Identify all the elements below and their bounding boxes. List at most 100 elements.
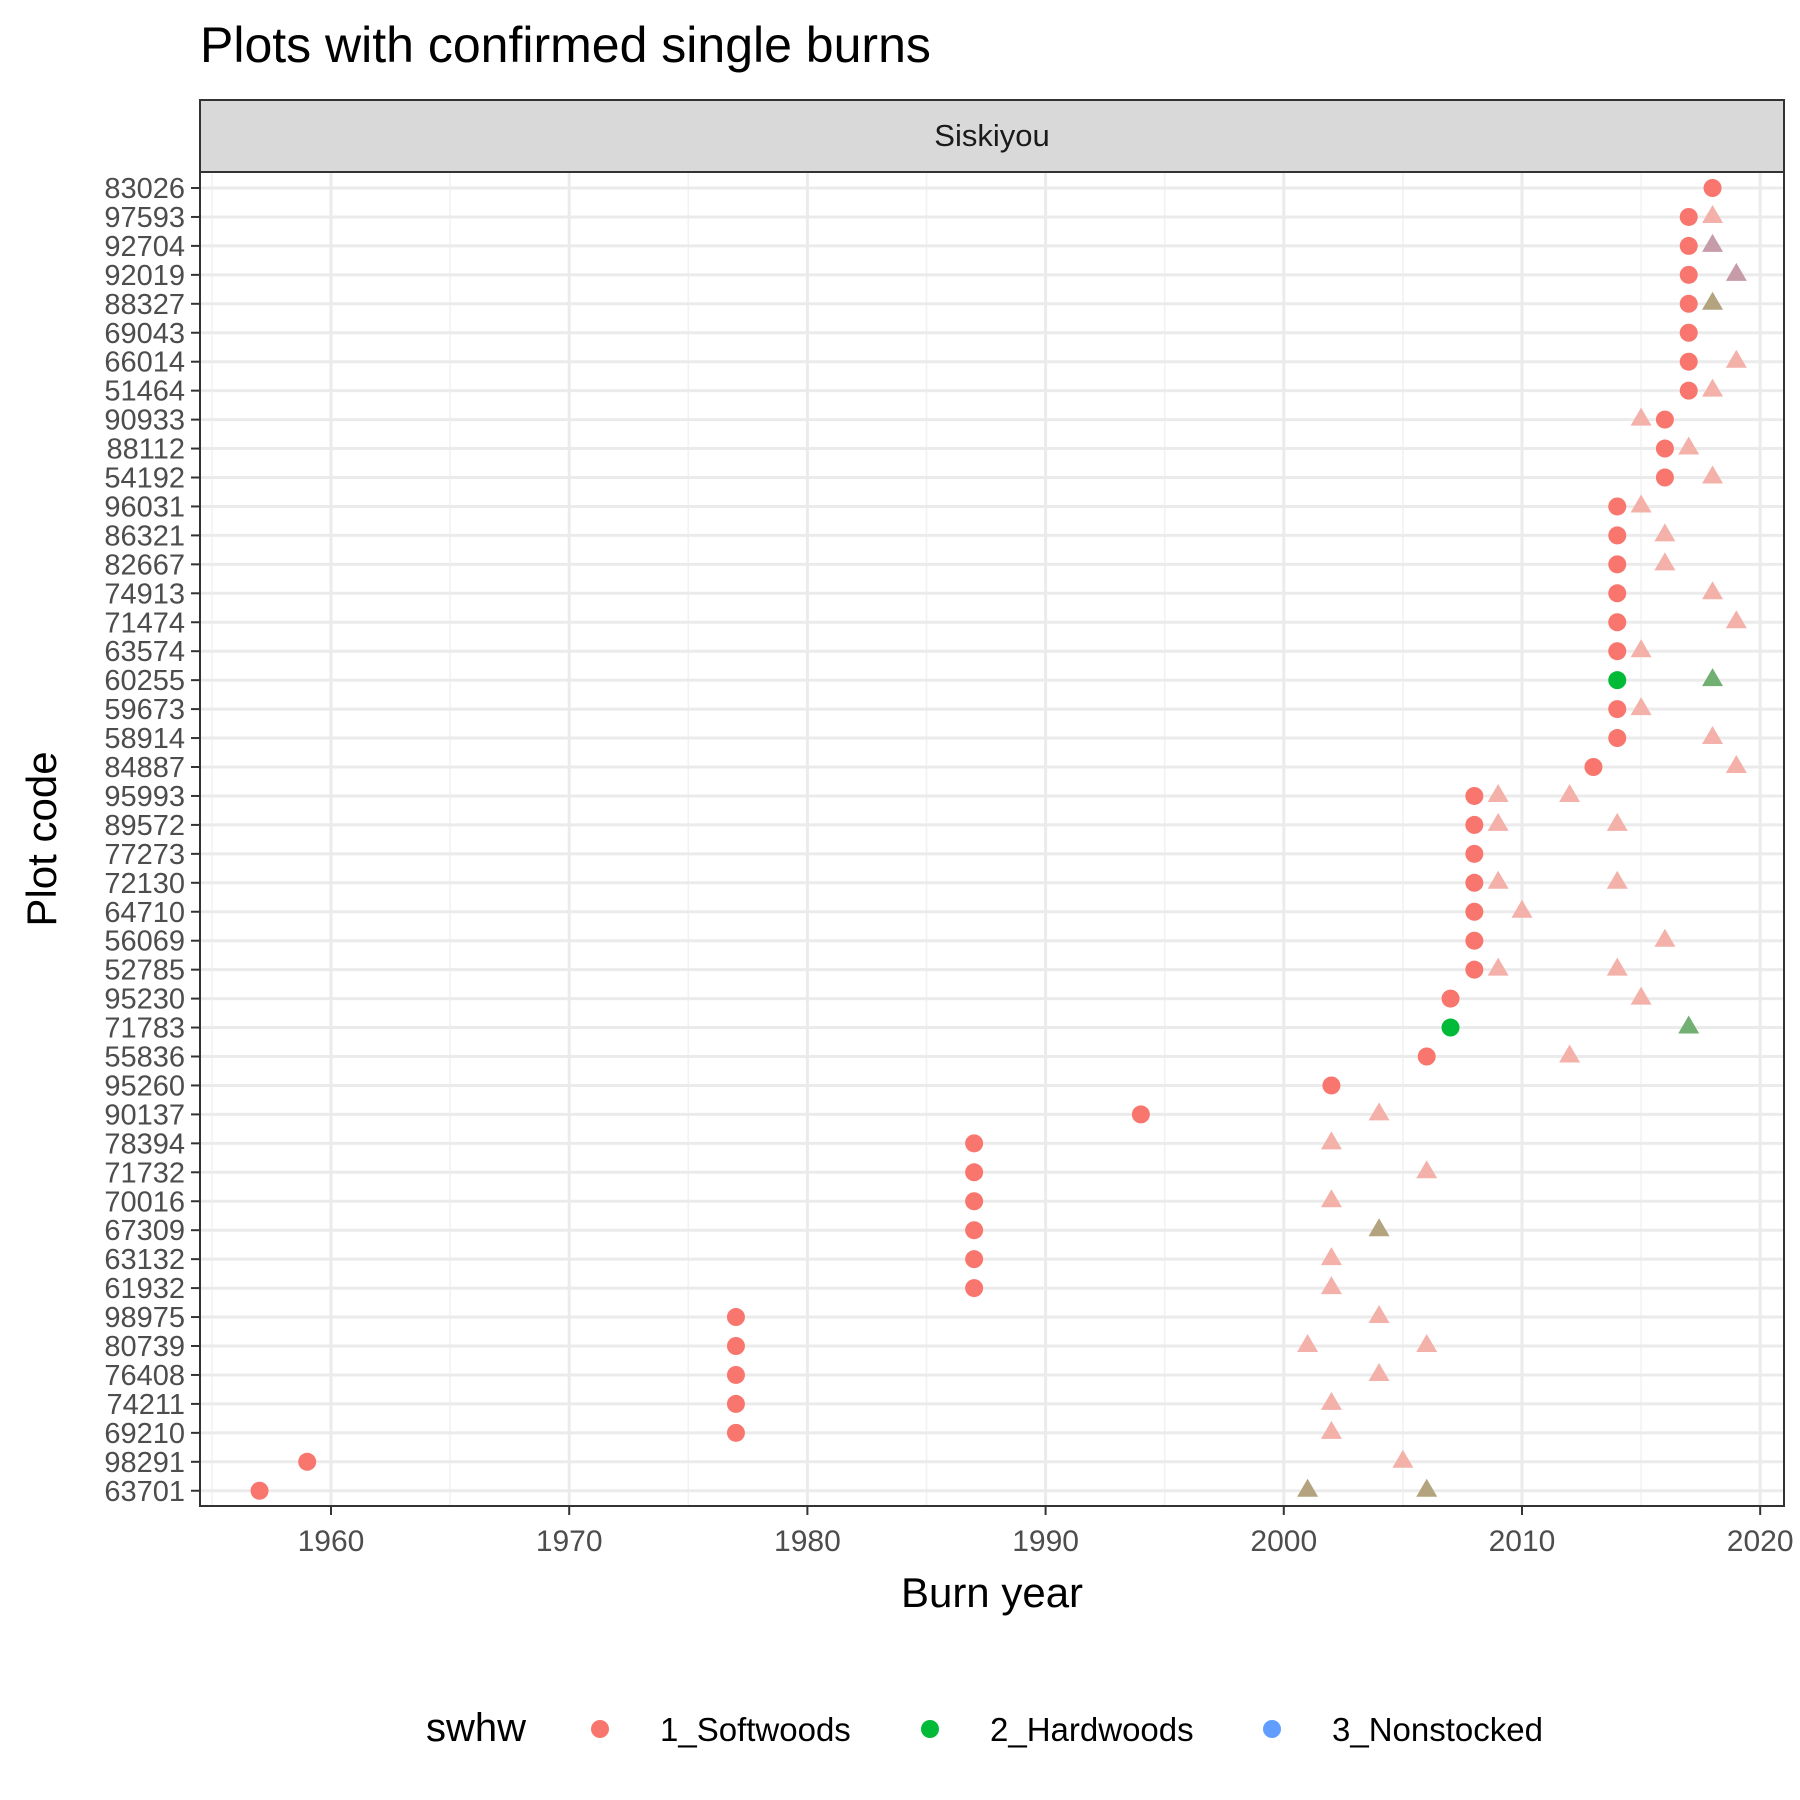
burn-point [250,1481,269,1500]
y-tick-label: 66014 [104,347,185,379]
burn-point [1608,729,1627,748]
legend-label: 2_Hardwoods [990,1711,1194,1748]
burn-point [726,1308,745,1327]
legend-label: 1_Softwoods [660,1711,851,1748]
y-tick-label: 98291 [104,1447,185,1479]
measurement-markers [1297,204,1747,1497]
measurement-marker [1725,755,1747,773]
y-tick-label: 64710 [104,897,185,929]
y-tick-label: 90933 [104,405,185,437]
y-tick-label: 71783 [104,1013,185,1045]
measurement-marker [1297,1478,1319,1497]
y-tick-label: 88327 [104,289,185,321]
y-tick-label: 78394 [104,1128,185,1160]
x-axis-title: Burn year [901,1569,1083,1616]
x-tick-label: 1970 [536,1525,603,1558]
burn-point [1679,207,1698,226]
burn-point [1679,265,1698,284]
measurement-marker [1368,1102,1390,1121]
measurement-marker [1320,1189,1342,1208]
y-tick-label: 63574 [104,636,185,668]
minor-gridlines [211,172,1642,1506]
burn-point [1655,468,1674,487]
legend-key [921,1720,939,1738]
plot-panel [200,172,1784,1506]
legend-key [591,1720,609,1738]
chart-title: Plots with confirmed single burns [200,17,931,73]
y-tick-label: 96031 [104,491,185,523]
y-axis-title: Plot code [18,751,65,926]
burn-point [1679,236,1698,255]
measurement-marker [1702,378,1724,397]
burn-point [1465,960,1484,979]
y-tick-label: 83026 [104,173,185,205]
burn-point [1655,410,1674,429]
y-tick-label: 92019 [104,260,185,292]
burn-point [298,1452,317,1471]
y-tick-label: 86321 [104,520,185,552]
x-tick-label: 1990 [1012,1525,1079,1558]
y-tick-label: 55836 [104,1042,185,1074]
facet-strip [199,99,1785,173]
facet-strip-label: Siskiyou [934,118,1049,153]
y-tick-label: 61932 [104,1273,185,1305]
y-tick-label: 98975 [104,1302,185,1334]
measurement-marker [1606,870,1628,889]
y-tick-label: 76408 [104,1360,185,1392]
burn-point [1441,1018,1460,1037]
y-tick-label: 95260 [104,1070,185,1102]
measurement-marker [1702,726,1724,745]
measurement-marker [1678,436,1700,455]
y-tick-label: 92704 [104,231,185,263]
burn-point [965,1192,984,1211]
measurement-marker [1678,1015,1700,1034]
measurement-marker [1487,812,1509,831]
y-tick-label: 71732 [104,1157,185,1189]
measurement-marker [1416,1334,1438,1352]
y-axis: 8302697593927049201988327690436601451464… [104,173,200,1508]
panel-border [199,171,1785,1507]
burn-point [1441,989,1460,1008]
x-tick-label: 2010 [1489,1525,1556,1558]
measurement-marker [1630,494,1652,513]
y-tick-label: 97593 [104,202,185,234]
y-tick-label: 69210 [104,1418,185,1450]
measurement-marker [1606,957,1628,976]
burn-point [1131,1105,1150,1124]
y-tick-label: 70016 [104,1186,185,1218]
y-tick-label: 95993 [104,781,185,813]
measurement-marker [1725,349,1747,368]
burn-point [1608,555,1627,574]
burn-point [965,1279,984,1298]
measurement-marker [1702,204,1724,223]
y-tick-label: 90137 [104,1099,185,1131]
burn-point [1608,526,1627,545]
measurement-marker [1487,957,1509,976]
measurement-marker [1559,1044,1581,1063]
y-tick-label: 67309 [104,1215,185,1247]
burn-point [965,1163,984,1182]
burn-point [1703,179,1722,197]
measurement-marker [1702,465,1724,484]
legend-title: swhw [426,1706,526,1750]
measurement-marker [1320,1420,1342,1439]
measurement-marker [1654,928,1676,947]
y-tick-label: 89572 [104,810,185,842]
measurement-marker [1511,899,1533,918]
burn-point [1608,700,1627,719]
measurement-marker [1487,783,1509,802]
measurement-marker [1702,668,1724,687]
measurement-marker [1630,697,1652,716]
y-tick-label: 88112 [107,434,186,466]
measurement-marker [1368,1305,1390,1324]
burn-point [1465,873,1484,892]
measurement-marker [1654,523,1676,542]
burn-point [726,1337,745,1355]
burn-point [1679,352,1698,371]
measurement-marker [1702,291,1724,310]
x-tick-label: 1960 [298,1525,365,1558]
y-tick-label: 80739 [104,1331,185,1363]
x-tick-label: 2020 [1727,1525,1794,1558]
y-tick-label: 58914 [104,723,185,755]
